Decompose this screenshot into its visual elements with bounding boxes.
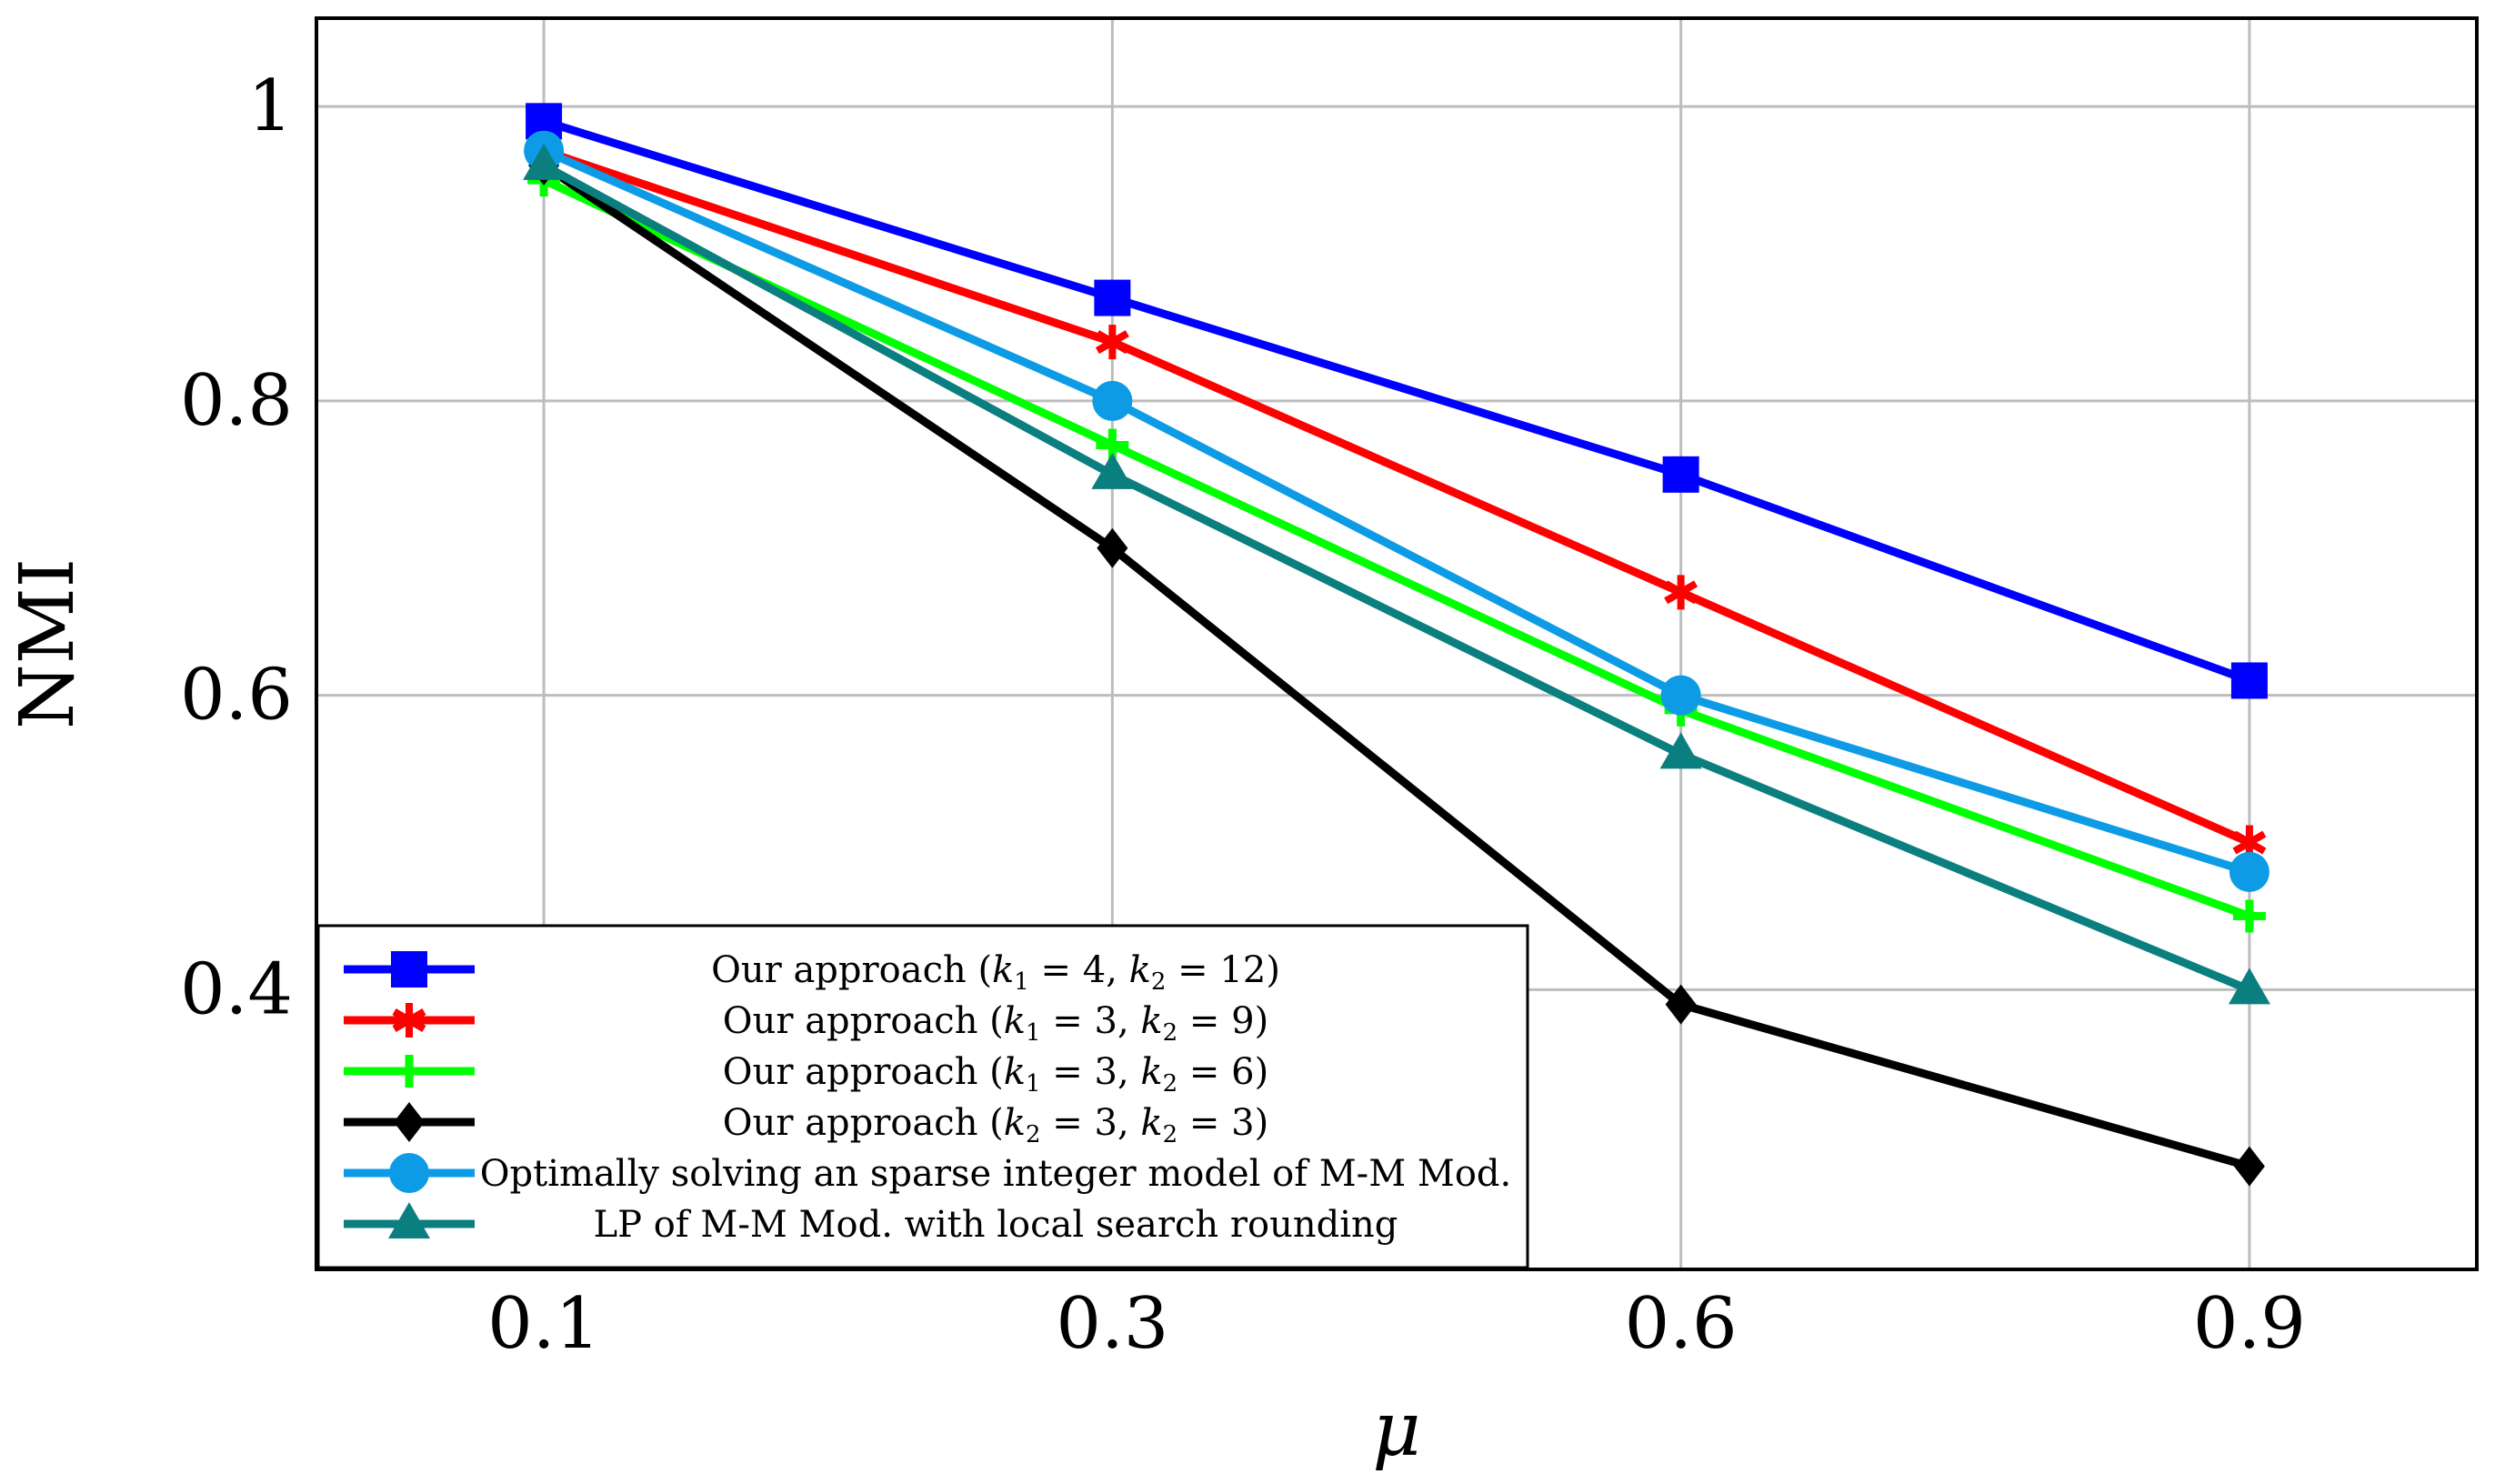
series-line xyxy=(539,175,2254,920)
legend-entry: Our approach (k1 = 3, k2 = 6) xyxy=(344,1051,1268,1098)
series-line xyxy=(539,146,2254,877)
series-line xyxy=(539,116,2254,685)
data-point-circle xyxy=(1092,380,1133,421)
series-markers xyxy=(523,103,2270,1187)
legend-label: Optimally solving an sparse integer mode… xyxy=(480,1153,1511,1195)
legend-entry: LP of M-M Mod. with local search roundin… xyxy=(344,1202,1398,1246)
x-tick-label: 0.6 xyxy=(1625,1283,1738,1365)
data-point-square xyxy=(1662,456,1699,493)
y-tick-label: 1 xyxy=(247,65,293,147)
data-point-asterisk xyxy=(1664,575,1698,610)
legend-box xyxy=(316,924,1529,1269)
legend-label: Our approach (k1 = 4, k2 = 12) xyxy=(711,949,1280,996)
data-point-asterisk xyxy=(1095,325,1129,360)
legend-label: LP of M-M Mod. with local search roundin… xyxy=(594,1204,1398,1246)
x-tick-label: 0.3 xyxy=(1056,1283,1168,1365)
y-tick-labels: 0.4 0.6 0.8 1 xyxy=(180,65,293,1030)
plot-frame xyxy=(315,16,2479,1271)
data-point-diamond xyxy=(394,1102,425,1142)
data-point-plus xyxy=(2232,899,2266,933)
legend-label: Our approach (k2 = 3, k2 = 3) xyxy=(723,1102,1268,1148)
data-point-triangle xyxy=(1659,732,1702,769)
data-point-triangle xyxy=(2228,968,2270,1005)
data-point-triangle xyxy=(1091,452,1134,489)
data-point-square xyxy=(2230,662,2268,699)
legend-entry: Our approach (k1 = 4, k2 = 12) xyxy=(344,949,1280,996)
series-line xyxy=(539,161,2254,1171)
data-point-square xyxy=(1094,279,1131,316)
data-point-asterisk xyxy=(392,1003,426,1038)
data-point-square xyxy=(391,951,427,988)
legend-entry: Our approach (k2 = 3, k2 = 3) xyxy=(344,1102,1268,1148)
data-point-triangle xyxy=(388,1202,430,1238)
legend-entry: Optimally solving an sparse integer mode… xyxy=(344,1153,1511,1195)
series-line xyxy=(539,161,2254,994)
x-tick-label: 0.9 xyxy=(2193,1283,2306,1365)
data-point-diamond xyxy=(1097,527,1128,568)
x-tick-labels: 0.1 0.3 0.6 0.9 xyxy=(487,1283,2306,1365)
y-tick-label: 0.6 xyxy=(180,655,293,737)
data-point-triangle xyxy=(523,143,566,180)
data-point-circle xyxy=(389,1153,429,1193)
data-point-plus xyxy=(393,1055,426,1088)
y-axis-title: NMI xyxy=(5,558,91,729)
y-tick-label: 0.8 xyxy=(180,360,293,442)
data-point-circle xyxy=(1660,675,1701,716)
legend-entries: Our approach (k1 = 4, k2 = 12)Our approa… xyxy=(344,949,1511,1246)
data-point-diamond xyxy=(1665,984,1697,1025)
y-tick-label: 0.4 xyxy=(180,948,293,1030)
legend-label: Our approach (k1 = 3, k2 = 6) xyxy=(723,1051,1268,1098)
x-axis-title: μ xyxy=(1372,1387,1420,1473)
data-point-circle xyxy=(2229,851,2270,892)
grid-lines xyxy=(316,18,2477,1269)
data-point-diamond xyxy=(2233,1146,2265,1187)
legend-entry: Our approach (k1 = 3, k2 = 9) xyxy=(344,1000,1268,1047)
legend-label: Our approach (k1 = 3, k2 = 9) xyxy=(723,1000,1268,1047)
legend: Our approach (k1 = 4, k2 = 12)Our approa… xyxy=(316,924,1529,1269)
series-line xyxy=(539,146,2254,847)
series-lines xyxy=(539,116,2254,1171)
x-tick-label: 0.1 xyxy=(487,1283,600,1365)
